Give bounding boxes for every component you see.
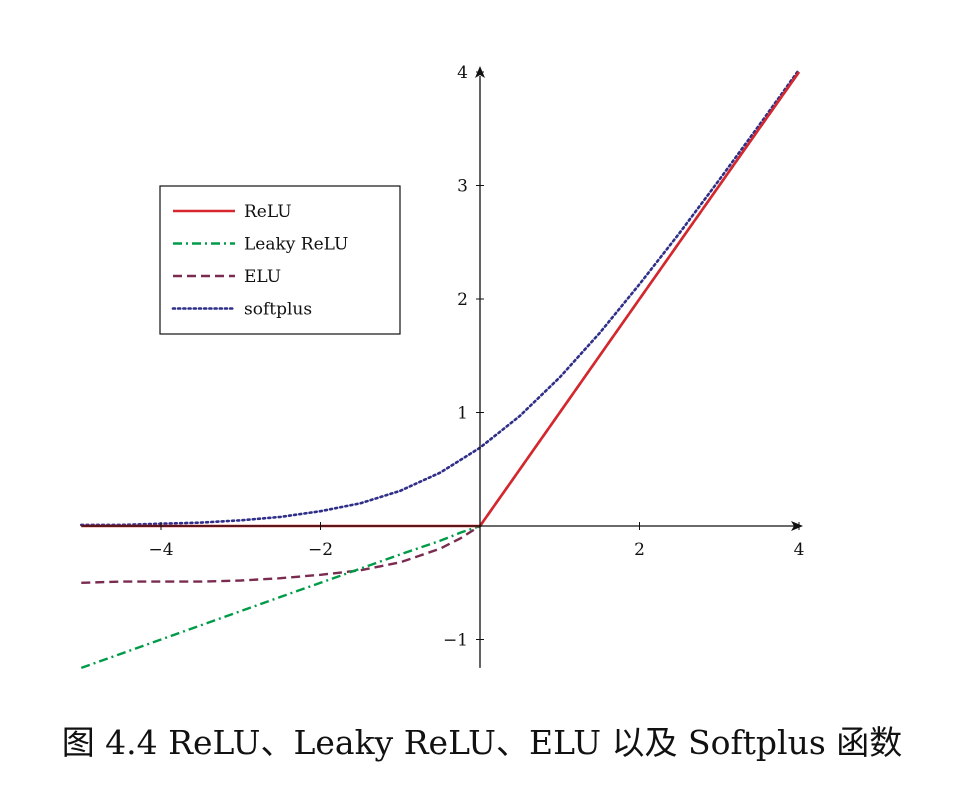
- x-tick-label: −4: [148, 540, 173, 560]
- legend-label: softplus: [244, 300, 312, 320]
- legend-label: ReLU: [244, 202, 292, 222]
- x-axis-arrow: [791, 521, 803, 531]
- legend-label: ELU: [244, 267, 281, 287]
- activation-functions-chart: −4 −2 2 4 −1 1 2 3 4 ReLU Leaky ReLU ELU softplus: [80, 63, 804, 670]
- y-tick-label: 4: [457, 63, 468, 83]
- legend: ReLU Leaky ReLU ELU softplus: [159, 185, 401, 335]
- series-layer: [80, 68, 801, 670]
- x-tick-label: −2: [308, 540, 333, 560]
- series-line-leaky-relu: [80, 71, 800, 670]
- x-tick-label: 2: [634, 540, 645, 560]
- y-tick-label: 1: [457, 404, 468, 424]
- x-tick-label: 4: [794, 540, 805, 560]
- y-tick-label: 2: [457, 290, 468, 310]
- y-tick-label: −1: [443, 631, 468, 651]
- legend-label: Leaky ReLU: [244, 235, 348, 255]
- figure-caption: 图 4.4 ReLU、Leaky ReLU、ELU 以及 Softplus 函数: [61, 723, 903, 762]
- series-line-softplus: [80, 68, 801, 527]
- axes-layer: −4 −2 2 4 −1 1 2 3 4: [81, 63, 804, 668]
- y-tick-label: 3: [457, 177, 468, 197]
